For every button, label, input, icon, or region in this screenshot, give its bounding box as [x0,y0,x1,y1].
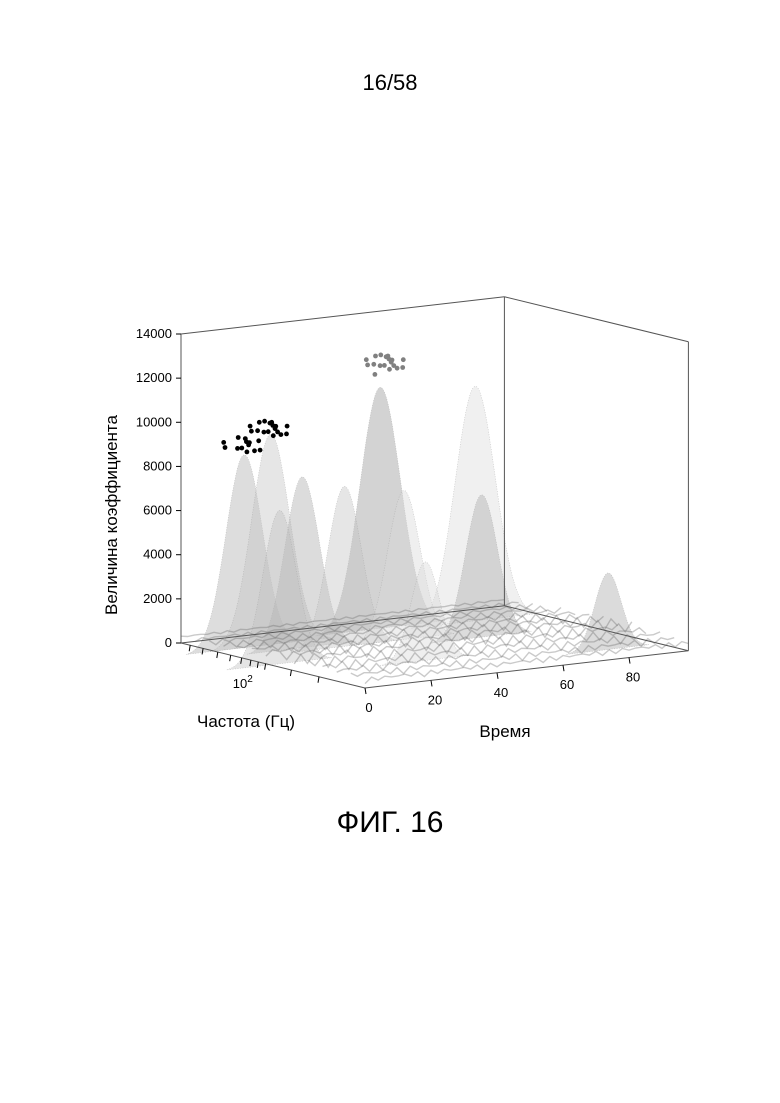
x-tick-label: 0 [365,700,372,715]
peak-marker-dot [245,450,250,455]
peak-marker-dot [384,354,389,359]
z-tick-label: 12000 [136,370,172,385]
x-tick-mark [365,688,366,694]
peak-marker-dot [266,429,271,434]
x-tick-label: 20 [428,692,442,707]
peak-marker-dot [285,424,290,429]
peak-marker-dot [364,357,369,362]
peak-marker-dot [236,435,241,440]
peak-marker-dot [373,372,378,377]
y-tick-mark [290,670,291,676]
peak-marker-dot [239,446,244,451]
peak-marker-dot [256,438,261,443]
x-tick-label: 40 [494,685,508,700]
y-tick-label: 102 [233,674,253,691]
z-tick-label: 8000 [143,458,172,473]
figure-caption: ФИГ. 16 [0,806,780,840]
z-tick-label: 6000 [143,503,172,518]
peak-marker-dot [378,363,383,368]
x-tick-label: 60 [560,677,574,692]
peak-marker-dot [258,448,263,453]
y-tick-mark [189,645,190,651]
y-tick-mark [230,655,231,661]
x-tick-label: 80 [626,670,640,685]
y-tick-mark [217,652,218,658]
peak-marker-dot [371,362,376,367]
z-tick-label: 10000 [136,414,172,429]
peak-marker-dot [244,439,249,444]
peak-marker-dot [235,446,240,451]
peak-marker-dot [284,432,289,437]
peak-marker-dot [221,440,226,445]
peak-marker-dot [378,353,383,358]
peak-marker-dot [255,428,260,433]
z-tick-label: 4000 [143,547,172,562]
peak-marker-dot [387,367,392,372]
y-tick-mark [318,677,319,683]
x-tick-mark [563,665,564,671]
z-axis-title: Величина коэффициента [102,414,121,614]
peak-marker-dot [248,424,253,429]
peak-marker-dot [257,420,262,425]
peak-marker-dot [271,433,276,438]
frame-edge [181,297,504,334]
x-tick-mark [629,658,630,664]
peak-marker-dot [252,448,257,453]
peak-marker-dot [262,430,267,435]
peak-marker-dot [262,419,267,424]
peak-marker-dot [268,421,273,426]
peak-marker-dot [365,363,370,368]
peak-marker-dot [373,354,378,359]
peak-marker-dot [401,357,406,362]
x-tick-mark [431,680,432,686]
z-tick-label: 0 [165,635,172,650]
peak-marker-dot [382,363,387,368]
y-axis-title: Частота (Гц) [197,712,295,731]
z-tick-label: 2000 [143,591,172,606]
peak-marker-dot [275,430,280,435]
z-tick-label: 14000 [136,326,172,341]
frame-edge [504,297,688,342]
peak-marker-dot [400,365,405,370]
x-tick-mark [497,673,498,679]
peak-marker-dot [249,429,254,434]
x-axis-title: Время [479,722,530,741]
peak-marker-dot [223,445,228,450]
peak-marker-dot [391,363,396,368]
